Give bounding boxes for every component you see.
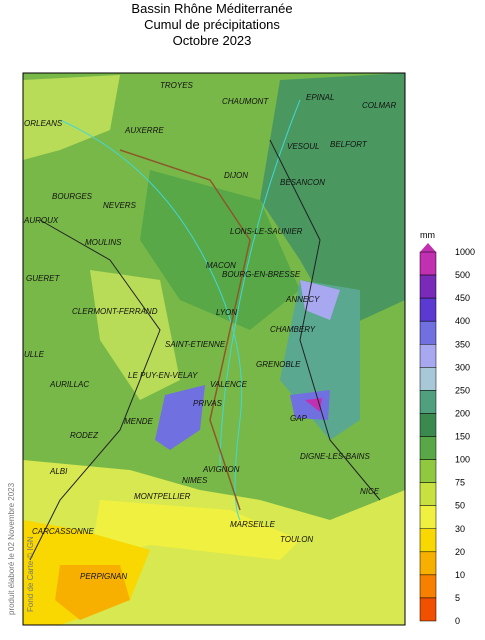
legend-swatch bbox=[419, 505, 437, 529]
legend-label: 250 bbox=[455, 385, 470, 395]
legend-label: 450 bbox=[455, 293, 470, 303]
basin-border bbox=[119, 149, 251, 511]
city-label: CARCASSONNE bbox=[32, 527, 94, 536]
city-label: NICE bbox=[360, 487, 380, 496]
legend-label: 10 bbox=[455, 570, 465, 580]
city-label: EPINAL bbox=[306, 93, 334, 102]
legend-swatch bbox=[419, 528, 437, 553]
city-label: GUERET bbox=[26, 274, 60, 283]
legend-arrow bbox=[420, 243, 436, 252]
legend-swatch bbox=[419, 436, 437, 460]
legend-label: 300 bbox=[455, 362, 470, 372]
city-label: NEVERS bbox=[103, 201, 137, 210]
precip-zone bbox=[260, 73, 405, 330]
city-label: LONS-LE-SAUNIER bbox=[230, 227, 303, 236]
city-label: COLMAR bbox=[362, 101, 396, 110]
map: TROYES CHAUMONT EPINAL COLMAR ORLEANS AUXERRE… bbox=[23, 73, 405, 625]
city-label: ORLEANS bbox=[24, 119, 63, 128]
legend-swatch bbox=[419, 597, 437, 622]
precip-zone bbox=[90, 500, 300, 560]
city-label: NIMES bbox=[182, 476, 208, 485]
legend-swatch bbox=[419, 574, 437, 599]
legend-swatch bbox=[419, 367, 437, 391]
legend-swatch bbox=[419, 274, 437, 299]
city-label: LE PUY-EN-VELAY bbox=[128, 371, 198, 380]
map-frame bbox=[22, 72, 406, 626]
city-label: SAINT-ETIENNE bbox=[165, 340, 226, 349]
legend-swatch bbox=[419, 320, 437, 345]
precip-zone bbox=[305, 398, 322, 412]
city-label: PERPIGNAN bbox=[80, 572, 127, 581]
city-label: LYON bbox=[216, 308, 237, 317]
credit: Fond de Carte © IGN bbox=[26, 536, 35, 612]
precip-zone bbox=[155, 385, 205, 450]
city-label: VALENCE bbox=[210, 380, 248, 389]
river bbox=[219, 99, 301, 471]
city-label: DIGNE-LES-BAINS bbox=[300, 452, 370, 461]
precip-zone bbox=[90, 270, 180, 400]
city-label: MACON bbox=[206, 261, 236, 270]
city-label: BESANCON bbox=[280, 178, 325, 187]
city-label: AVIGNON bbox=[202, 465, 240, 474]
legend-label: 400 bbox=[455, 316, 470, 326]
legend-label: 5 bbox=[455, 593, 460, 603]
precip-zone bbox=[290, 390, 330, 420]
legend-swatch bbox=[419, 390, 437, 414]
city-label: BOURGES bbox=[52, 192, 93, 201]
side-note: produit élaboré le 02 Novembre 2023 bbox=[7, 482, 16, 615]
city-label: GAP bbox=[290, 414, 308, 423]
city-label: VESOUL bbox=[287, 142, 319, 151]
title-line: Bassin Rhône Méditerranée bbox=[131, 1, 292, 16]
legend-label: 1000 bbox=[455, 247, 475, 257]
legend-swatch bbox=[419, 251, 437, 276]
city-label: AURILLAC bbox=[49, 380, 89, 389]
legend-label: 0 bbox=[455, 616, 460, 626]
city-label: TOULON bbox=[280, 535, 313, 544]
city-label: BELFORT bbox=[330, 140, 368, 149]
legend-swatch bbox=[419, 551, 437, 576]
precip-zone bbox=[140, 170, 300, 330]
city-label: ULLE bbox=[24, 350, 45, 359]
legend-swatch bbox=[419, 459, 437, 483]
title-line: Octobre 2023 bbox=[173, 33, 252, 48]
legend-label: 75 bbox=[455, 478, 465, 488]
city-label: MOULINS bbox=[85, 238, 122, 247]
legend-label: 350 bbox=[455, 339, 470, 349]
legend-label: 100 bbox=[455, 455, 470, 465]
department-border bbox=[29, 219, 161, 561]
river bbox=[59, 119, 243, 521]
legend-label: 50 bbox=[455, 501, 465, 511]
city-label: AUROUX bbox=[23, 216, 59, 225]
legend-swatch bbox=[419, 297, 437, 322]
city-label: CLERMONT-FERRAND bbox=[72, 307, 158, 316]
city-label: AUXERRE bbox=[124, 126, 164, 135]
legend-swatch bbox=[419, 482, 437, 506]
legend-label: 20 bbox=[455, 547, 465, 557]
department-border bbox=[269, 139, 381, 501]
legend-swatch bbox=[419, 413, 437, 437]
city-label: ALBI bbox=[49, 467, 68, 476]
city-label: MENDE bbox=[124, 417, 154, 426]
city-label: RODEZ bbox=[70, 431, 99, 440]
city-label: CHAUMONT bbox=[222, 97, 269, 106]
legend-label: 30 bbox=[455, 524, 465, 534]
precip-zone bbox=[55, 565, 130, 620]
city-label: GRENOBLE bbox=[256, 360, 301, 369]
city-label: ANNECY bbox=[285, 295, 320, 304]
legend-unit: mm bbox=[420, 230, 435, 240]
legend-swatch bbox=[419, 344, 437, 368]
precip-zone bbox=[23, 75, 120, 160]
legend-label: 500 bbox=[455, 270, 470, 280]
city-label: TROYES bbox=[160, 81, 194, 90]
city-label: DIJON bbox=[224, 171, 248, 180]
legend-label: 150 bbox=[455, 432, 470, 442]
title-line: Cumul de précipitations bbox=[144, 17, 280, 32]
city-label: CHAMBERY bbox=[270, 325, 316, 334]
city-label: BOURG-EN-BRESSE bbox=[222, 270, 301, 279]
city-label: MARSEILLE bbox=[230, 520, 276, 529]
city-label: MONTPELLIER bbox=[134, 492, 191, 501]
city-label: PRIVAS bbox=[193, 399, 223, 408]
legend-label: 200 bbox=[455, 408, 470, 418]
